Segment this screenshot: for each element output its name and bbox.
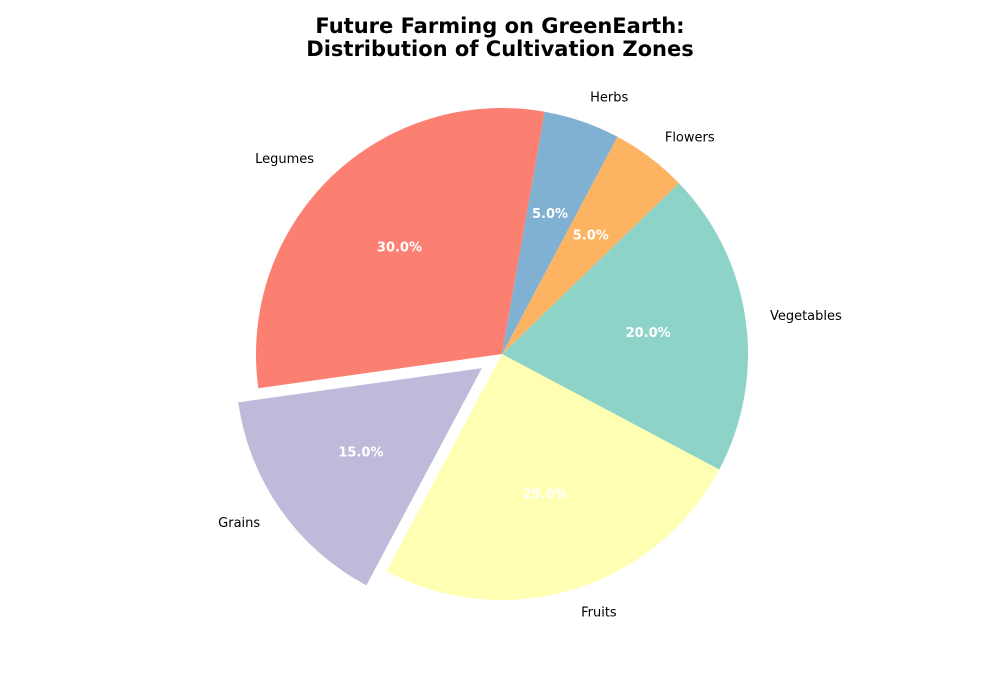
slice-label-herbs: Herbs (590, 91, 628, 106)
chart-title-line-1: Future Farming on GreenEarth: (315, 14, 684, 38)
pie-slice-legumes (256, 108, 545, 389)
pie-labels: Legumes 30.0% Grains 15.0% Fruits 25.0% Vegeta… (218, 91, 842, 621)
slice-label-grains: Grains (218, 516, 260, 531)
chart-title-line-2: Distribution of Cultivation Zones (306, 37, 693, 61)
pct-label-vegetables: 20.0% (626, 326, 671, 341)
pct-label-grains: 15.0% (338, 445, 383, 460)
pct-label-fruits: 25.0% (523, 488, 568, 503)
pct-label-herbs: 5.0% (532, 207, 568, 222)
pie-slice-vegetables (502, 183, 748, 470)
pie-slice-fruits (386, 354, 720, 600)
slice-label-fruits: Fruits (581, 605, 617, 620)
slice-label-legumes: Legumes (255, 152, 314, 167)
pie-slice-grains (238, 368, 482, 586)
pie-slice-herbs (502, 111, 618, 354)
pie-slices (238, 108, 748, 600)
pie-slice-flowers (502, 136, 679, 354)
slice-label-vegetables: Vegetables (770, 309, 842, 324)
pct-label-legumes: 30.0% (377, 240, 422, 255)
pct-label-flowers: 5.0% (573, 229, 609, 244)
slice-label-flowers: Flowers (665, 130, 715, 145)
